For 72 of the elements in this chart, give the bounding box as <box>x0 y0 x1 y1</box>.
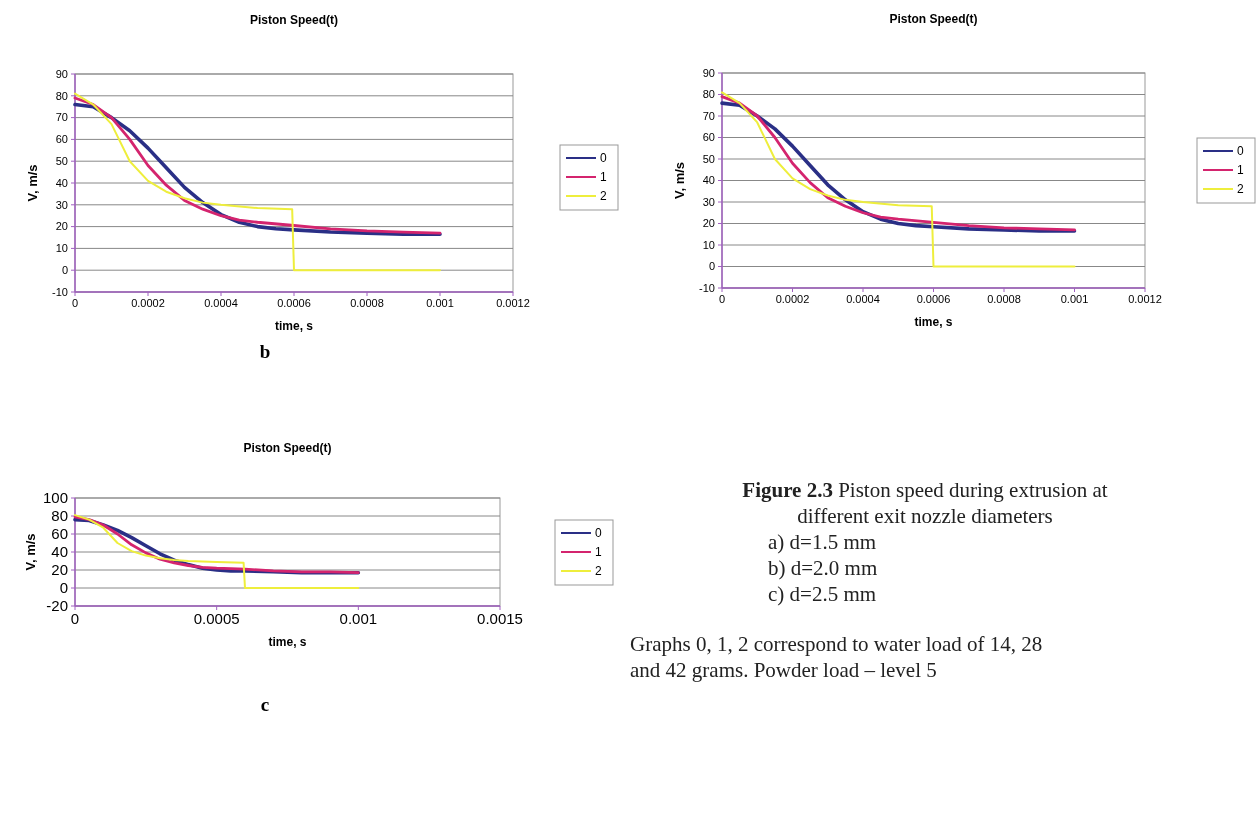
text: Graphs 0, 1, 2 correspond to water load of 14, 28 and 42 grams. Powder load – level 5 <box>630 631 1044 683</box>
x-axis-title: time, s <box>274 319 314 333</box>
legend-label: 2 <box>1237 182 1244 197</box>
y-tick-label: 80 <box>702 88 715 101</box>
y-tick-label: 50 <box>55 155 68 168</box>
y-tick-label: 40 <box>51 543 68 561</box>
y-tick-label: 70 <box>55 111 68 124</box>
y-tick-label: 0 <box>59 579 68 597</box>
y-tick-label: 60 <box>51 525 68 543</box>
y-tick-label: 90 <box>702 66 715 79</box>
legend-label: 1 <box>600 170 607 185</box>
x-tick-label: 0 <box>70 610 80 627</box>
text: Figure 2.3 <box>742 478 833 502</box>
y-tick-label: -10 <box>699 281 715 294</box>
legend-label: 0 <box>600 151 607 166</box>
x-tick-label: 0.001 <box>1060 293 1089 305</box>
y-tick-label: 10 <box>55 242 68 255</box>
x-tick-label: 0.0004 <box>204 297 238 309</box>
x-tick-label: 0.0002 <box>775 293 810 305</box>
y-tick-label: 30 <box>55 198 68 211</box>
x-tick-label: 0.0005 <box>193 610 240 627</box>
legend-label: 2 <box>595 564 602 579</box>
chart-title: Piston Speed(t) <box>243 441 332 455</box>
y-axis-title: V, m/s <box>25 164 40 202</box>
chart-title: Piston Speed(t) <box>249 13 339 27</box>
x-tick-label: 0.0006 <box>277 297 311 309</box>
y-tick-label: 20 <box>55 220 68 233</box>
y-tick-label: 90 <box>55 67 68 80</box>
x-axis-title: time, s <box>914 315 953 329</box>
y-tick-label: 50 <box>702 152 715 165</box>
y-tick-label: 40 <box>702 174 715 187</box>
text: b) d=2.0 mm <box>768 555 879 581</box>
x-tick-label: 0.0008 <box>350 297 384 309</box>
text: c) d=2.5 mm <box>768 581 878 607</box>
x-tick-label: 0 <box>71 297 79 309</box>
legend-label: 2 <box>600 189 607 204</box>
x-tick-label: 0.0012 <box>496 297 530 309</box>
text: c <box>260 694 270 715</box>
y-tick-label: 70 <box>702 109 715 122</box>
y-tick-label: 60 <box>55 133 68 146</box>
x-tick-label: 0.0006 <box>916 293 951 305</box>
legend-label: 1 <box>595 545 602 560</box>
y-tick-label: 80 <box>55 89 68 102</box>
x-tick-label: 0 <box>718 293 726 305</box>
y-tick-label: -20 <box>46 597 68 615</box>
x-tick-label: 0.0015 <box>477 610 523 627</box>
y-tick-label: 80 <box>51 507 68 525</box>
legend-label: 0 <box>595 526 602 541</box>
y-tick-label: 20 <box>51 561 68 579</box>
x-tick-label: 0.0002 <box>131 297 165 309</box>
x-tick-label: 0.0012 <box>1128 293 1162 305</box>
x-axis-title: time, s <box>268 635 307 649</box>
y-axis-title: V, m/s <box>672 161 687 200</box>
chart-title: Piston Speed(t) <box>889 12 978 26</box>
legend-label: 1 <box>1237 163 1244 178</box>
x-tick-label: 0.001 <box>426 297 454 309</box>
y-tick-label: -10 <box>52 285 68 298</box>
y-tick-label: 60 <box>702 131 715 144</box>
text: b <box>259 341 271 362</box>
x-tick-label: 0.0008 <box>987 293 1021 305</box>
y-tick-label: 20 <box>702 217 715 230</box>
text: a) d=1.5 mm <box>768 529 878 555</box>
y-tick-label: 40 <box>55 176 68 189</box>
x-tick-label: 0.0004 <box>846 293 880 305</box>
legend-label: 0 <box>1237 144 1244 159</box>
y-tick-label: 10 <box>702 238 715 251</box>
x-tick-label: 0.001 <box>339 610 378 627</box>
y-axis-title: V, m/s <box>23 533 38 571</box>
y-tick-label: 100 <box>42 489 68 507</box>
y-tick-label: 0 <box>61 264 68 277</box>
y-tick-label: 0 <box>708 260 715 273</box>
y-tick-label: 30 <box>702 195 715 208</box>
